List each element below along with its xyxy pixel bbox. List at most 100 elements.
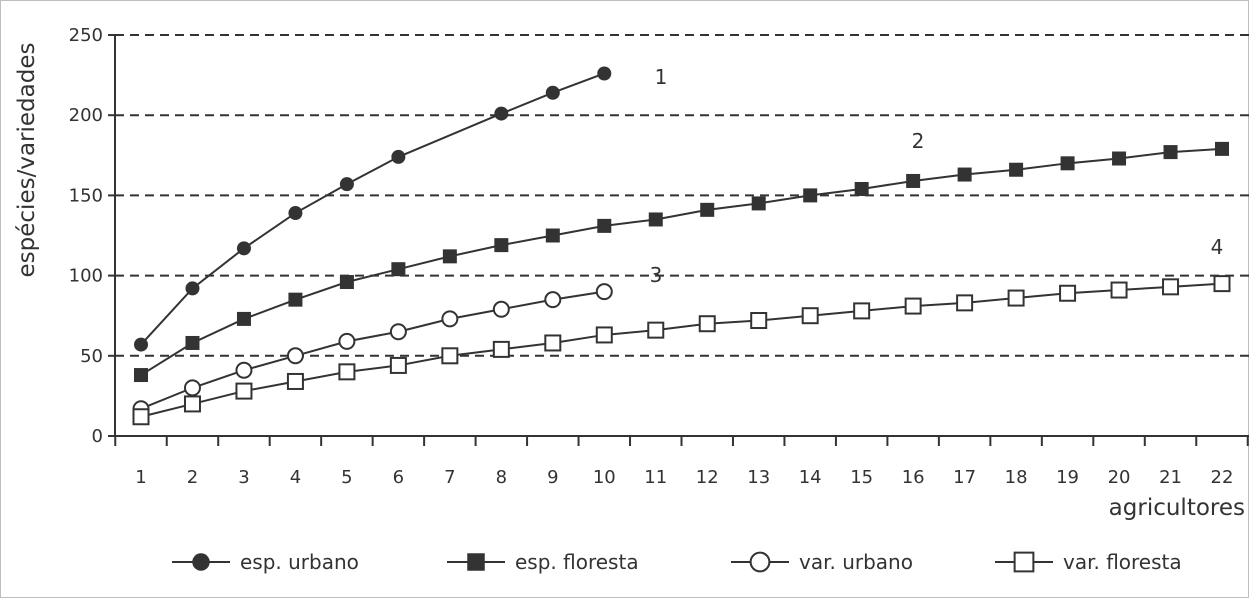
y-tick-label: 100 [69, 266, 103, 287]
legend-item: var. floresta [995, 550, 1182, 574]
data-point [647, 321, 665, 339]
x-tick-label: 11 [644, 467, 667, 488]
data-point [442, 249, 457, 264]
data-point [338, 332, 356, 350]
legend-item: var. urbano [731, 550, 913, 574]
series-line [140, 282, 1223, 418]
data-point [235, 382, 253, 400]
data-point [134, 368, 148, 383]
data-point [750, 312, 768, 330]
data-point [185, 335, 200, 350]
data-point [338, 363, 356, 381]
data-point [801, 307, 819, 325]
data-point [545, 85, 560, 100]
legend-label: var. urbano [799, 550, 913, 574]
data-point [391, 262, 406, 277]
data-point [698, 315, 716, 333]
data-point [492, 300, 510, 318]
data-point [288, 206, 303, 221]
data-point [339, 275, 354, 290]
data-point [391, 149, 406, 164]
data-point [441, 347, 459, 365]
data-point [751, 196, 766, 211]
series-layer [132, 66, 1231, 426]
x-tick-label: 18 [1005, 467, 1028, 488]
data-point [288, 292, 303, 307]
x-tick-label: 13 [747, 467, 770, 488]
data-point [134, 337, 148, 352]
series-line [140, 147, 1223, 376]
x-tick-label: 17 [953, 467, 976, 488]
data-point [389, 323, 407, 341]
y-tick-label: 50 [80, 346, 103, 367]
x-tick-label: 20 [1108, 467, 1131, 488]
x-tick-label: 7 [444, 467, 455, 488]
series-3 [132, 283, 613, 418]
x-tick-label: 15 [850, 467, 873, 488]
data-point [286, 347, 304, 365]
data-point [1110, 281, 1128, 299]
data-point [1060, 156, 1075, 171]
data-point [957, 167, 972, 182]
data-point [904, 297, 922, 315]
series-4 [132, 275, 1231, 426]
legend-marker [749, 551, 771, 573]
x-tick-label: 12 [696, 467, 719, 488]
data-point [492, 340, 510, 358]
x-tick-label: 16 [902, 467, 925, 488]
data-point [595, 326, 613, 344]
legend-marker [192, 553, 210, 571]
x-tick-label: 19 [1056, 467, 1079, 488]
x-tick-label: 6 [393, 467, 404, 488]
data-point [1215, 141, 1229, 156]
axes [108, 34, 1249, 446]
data-point [544, 334, 562, 352]
x-tick-label: 8 [496, 467, 507, 488]
data-point [339, 177, 354, 192]
legend-label: var. floresta [1063, 550, 1182, 574]
data-point [1112, 151, 1127, 166]
x-tick-label: 4 [290, 467, 301, 488]
series-1 [134, 66, 612, 352]
data-point [183, 379, 201, 397]
data-point [854, 181, 869, 196]
legend: esp. urbano esp. floresta var. urbano var. … [172, 550, 1182, 574]
data-point [1007, 289, 1025, 307]
data-point [236, 311, 251, 326]
y-tick-label: 250 [69, 25, 103, 46]
x-tick-label: 14 [799, 467, 822, 488]
curve-label: 2 [912, 129, 925, 153]
data-point [597, 218, 612, 233]
legend-marker [467, 553, 485, 571]
data-point [544, 291, 562, 309]
x-tick-label: 1 [135, 467, 146, 488]
data-point [1163, 145, 1178, 160]
data-point [648, 212, 663, 227]
legend-label: esp. urbano [240, 550, 359, 574]
legend-marker [1013, 551, 1035, 573]
grid-lines [115, 34, 1249, 357]
curve-label: 3 [650, 263, 663, 287]
data-point [803, 188, 818, 203]
data-point [545, 228, 560, 243]
data-point [389, 356, 407, 374]
curve-label: 1 [655, 65, 668, 89]
data-point [132, 408, 150, 426]
data-point [1162, 278, 1180, 296]
data-point [853, 302, 871, 320]
curve-label: 4 [1211, 235, 1224, 259]
x-tick-label: 3 [238, 467, 249, 488]
data-point [494, 238, 509, 253]
data-point [1059, 284, 1077, 302]
data-point [700, 202, 715, 217]
series-line [140, 290, 605, 410]
data-point [906, 173, 921, 188]
y-tick-label: 200 [69, 105, 103, 126]
data-point [956, 294, 974, 312]
x-tick-label: 2 [187, 467, 198, 488]
legend-item: esp. floresta [447, 550, 639, 574]
data-point [286, 372, 304, 390]
